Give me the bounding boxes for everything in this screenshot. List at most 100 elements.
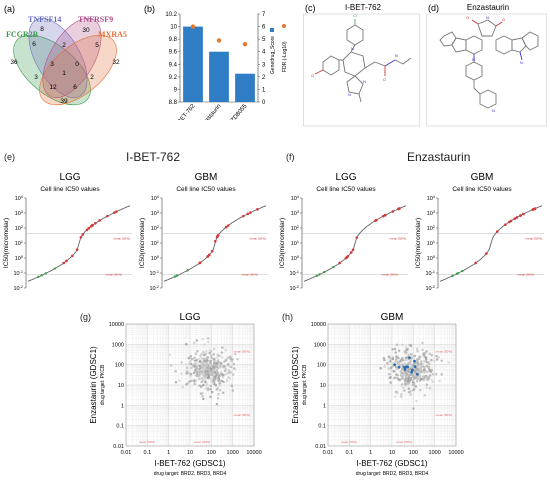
data-point xyxy=(389,359,392,363)
data-point xyxy=(213,359,217,363)
data-point xyxy=(419,367,422,371)
data-point xyxy=(394,351,397,354)
ic50-chart: LGG Cell line IC50 values 104 103 102 101 100 1… xyxy=(279,172,408,292)
annotation: mean (50%) xyxy=(382,273,398,277)
y-axis-sublabel: drug target: PKCB xyxy=(302,364,308,405)
cell-line-point xyxy=(256,208,259,211)
data-point xyxy=(218,364,221,367)
data-point xyxy=(419,360,423,363)
data-point xyxy=(205,350,208,353)
data-point xyxy=(394,360,397,363)
cell-line-point xyxy=(214,239,217,243)
y-tick-label: 100 xyxy=(317,363,326,369)
data-point xyxy=(438,379,441,383)
data-point xyxy=(210,390,214,394)
x-axis-sublabel: drug target: BRD2, BRD3, BRD4 xyxy=(356,471,429,477)
venn-count: 32 xyxy=(112,59,120,66)
data-point xyxy=(412,374,415,378)
data-point xyxy=(178,379,181,382)
svg-text:O: O xyxy=(383,77,386,82)
data-point xyxy=(231,389,235,392)
data-point xyxy=(396,377,399,380)
data-point xyxy=(190,357,194,361)
data-point xyxy=(203,353,206,357)
data-point xyxy=(236,357,239,361)
data-point xyxy=(408,373,411,377)
y-tick-label: 104 xyxy=(151,195,159,202)
data-point xyxy=(399,395,403,399)
data-point xyxy=(403,389,406,392)
data-point xyxy=(187,356,191,360)
data-point xyxy=(216,396,220,400)
data-point xyxy=(189,359,192,363)
data-point xyxy=(447,361,451,364)
data-point xyxy=(404,371,407,374)
data-point xyxy=(402,386,405,390)
annotation: mean (50%) xyxy=(436,413,452,417)
venn-ellipse xyxy=(13,34,91,106)
data-point xyxy=(400,384,403,387)
data-point xyxy=(393,347,397,351)
annotation: mean (50%) xyxy=(139,440,155,444)
data-point xyxy=(232,373,235,376)
data-point xyxy=(223,373,227,376)
data-point xyxy=(186,366,189,370)
data-point xyxy=(229,355,232,359)
chart-title: LGG xyxy=(59,172,80,183)
data-point xyxy=(224,367,228,371)
svg-text:N: N xyxy=(363,79,366,84)
data-point xyxy=(401,377,404,380)
annotation: mean (50%) xyxy=(396,440,412,444)
data-point xyxy=(189,362,193,366)
cell-line-point xyxy=(495,230,499,233)
scatter-chart-gbm: GBM 0.010.01 0.1 0.1 1 1 10 10 100 100 1000 1000 100… xyxy=(291,312,464,477)
x-tick-label: Enzastaurin xyxy=(198,103,223,120)
cell-line-point xyxy=(37,275,40,279)
cell-line-point xyxy=(224,225,228,229)
data-point xyxy=(212,353,216,356)
data-point xyxy=(234,368,237,371)
data-point xyxy=(412,362,416,365)
data-point xyxy=(404,374,407,378)
venn-count: 39 xyxy=(60,98,68,105)
y-tick-label: 100 xyxy=(151,255,159,262)
cell-line-point xyxy=(474,261,478,265)
y-tick-label: 10-2 xyxy=(289,285,299,292)
highlight-point xyxy=(397,365,401,369)
data-point xyxy=(220,373,224,376)
cell-line-point xyxy=(485,252,488,255)
data-point xyxy=(195,339,199,342)
x-tick-label: 10 xyxy=(187,450,193,456)
legend-label: FDR (-Log10) xyxy=(282,41,288,72)
data-point xyxy=(216,359,220,362)
y-tick-label: 10000 xyxy=(311,322,326,328)
cell-line-point xyxy=(355,236,359,239)
cell-line-point xyxy=(533,207,537,210)
svg-text:Cl: Cl xyxy=(353,13,357,18)
data-point xyxy=(224,348,227,352)
data-point xyxy=(206,388,210,392)
x-tick-label: 0.1 xyxy=(346,450,354,456)
x-tick-label: 0.1 xyxy=(144,450,152,456)
data-point xyxy=(434,372,438,376)
data-point xyxy=(209,379,213,383)
data-point xyxy=(389,368,392,372)
data-point xyxy=(195,359,198,362)
panel-label-a: (a) xyxy=(4,4,15,14)
y-tick-label: 104 xyxy=(291,195,299,202)
cell-line-point xyxy=(186,269,189,272)
data-point xyxy=(204,373,207,376)
data-point xyxy=(207,340,210,344)
y-tick-label: 1 xyxy=(121,403,124,409)
data-point xyxy=(187,371,190,375)
annotation: mean (50%) xyxy=(114,236,130,240)
y-tick-label: 104 xyxy=(427,195,435,202)
molecule-structure-ibet762 xyxy=(314,19,412,103)
y-tick-label: 9.4 xyxy=(169,62,178,68)
y-axis-label: IC50(micromolar) xyxy=(415,218,422,268)
y-tick-label: 10-2 xyxy=(149,285,159,292)
y2-tick-label: 4 xyxy=(262,50,266,56)
x-tick-label: 0.01 xyxy=(121,450,132,456)
panel-label-f: (f) xyxy=(286,152,295,162)
scatter-chart-lgg: LGG 0.010.01 0.1 0.1 1 1 10 10 100 100 1000 1000 100… xyxy=(89,312,262,477)
